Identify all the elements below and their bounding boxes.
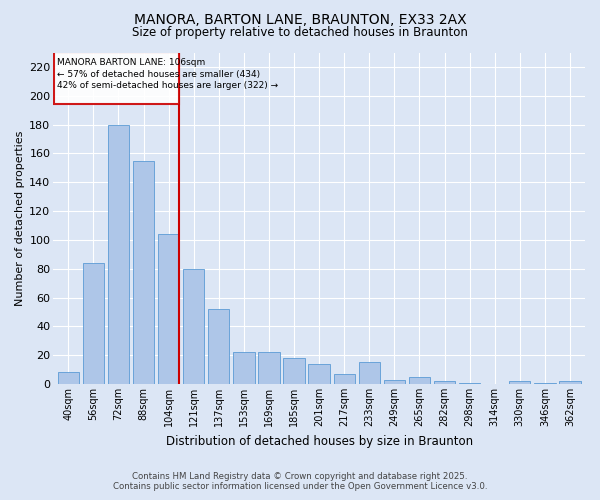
Bar: [83, 263, 104, 384]
Y-axis label: Number of detached properties: Number of detached properties: [15, 130, 25, 306]
Bar: [283, 358, 305, 384]
Text: ← 57% of detached houses are smaller (434): ← 57% of detached houses are smaller (43…: [58, 70, 260, 79]
Bar: [208, 309, 229, 384]
Text: Contains HM Land Registry data © Crown copyright and database right 2025.
Contai: Contains HM Land Registry data © Crown c…: [113, 472, 487, 491]
Bar: [183, 268, 205, 384]
Bar: [53, 52, 179, 104]
X-axis label: Distribution of detached houses by size in Braunton: Distribution of detached houses by size …: [166, 434, 473, 448]
Bar: [559, 381, 581, 384]
Bar: [509, 381, 530, 384]
Bar: [534, 382, 556, 384]
Bar: [434, 381, 455, 384]
Bar: [359, 362, 380, 384]
Bar: [108, 124, 129, 384]
Bar: [383, 380, 405, 384]
Bar: [158, 234, 179, 384]
Bar: [334, 374, 355, 384]
Bar: [133, 160, 154, 384]
Bar: [258, 352, 280, 384]
Bar: [233, 352, 254, 384]
Text: MANORA, BARTON LANE, BRAUNTON, EX33 2AX: MANORA, BARTON LANE, BRAUNTON, EX33 2AX: [134, 12, 466, 26]
Text: MANORA BARTON LANE: 106sqm: MANORA BARTON LANE: 106sqm: [58, 58, 206, 68]
Bar: [308, 364, 330, 384]
Text: 42% of semi-detached houses are larger (322) →: 42% of semi-detached houses are larger (…: [58, 82, 278, 90]
Text: Size of property relative to detached houses in Braunton: Size of property relative to detached ho…: [132, 26, 468, 39]
Bar: [459, 382, 480, 384]
Bar: [409, 377, 430, 384]
Bar: [58, 372, 79, 384]
